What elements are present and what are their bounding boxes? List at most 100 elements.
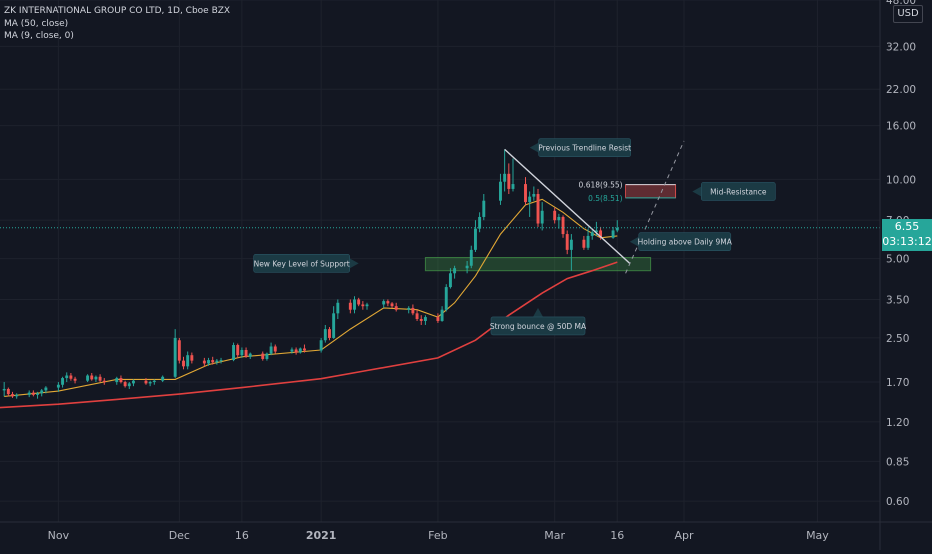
candle: [236, 343, 240, 358]
candle-body: [499, 181, 502, 201]
candle: [611, 226, 615, 239]
y-tick-label: 1.70: [886, 377, 909, 389]
candle: [161, 375, 165, 383]
ma50-legend[interactable]: MA (50, close): [4, 19, 69, 29]
candle: [73, 376, 77, 384]
candle-body: [161, 376, 165, 381]
candle-body: [244, 349, 248, 357]
candle-body: [594, 230, 598, 233]
candle: [6, 387, 10, 397]
candle: [132, 379, 135, 387]
candle-body: [298, 348, 302, 353]
candle-body: [215, 360, 219, 363]
trendline: [504, 148, 631, 264]
candle: [127, 382, 131, 389]
x-tick-label: 2021: [306, 529, 337, 542]
candle-body: [73, 378, 77, 381]
candle-body: [182, 360, 185, 367]
candle: [177, 337, 181, 364]
candle: [473, 220, 477, 253]
candle: [365, 302, 369, 310]
candle: [302, 344, 306, 353]
candle-body: [261, 353, 265, 359]
candle: [540, 202, 544, 231]
annotation-holding-9ma: Holding above Daily 9MA: [629, 232, 733, 251]
last-price-tag: 6.55 03:13:12: [882, 219, 932, 251]
candle-body: [423, 317, 427, 321]
candle-body: [177, 340, 181, 361]
candle: [319, 337, 323, 353]
candle: [448, 268, 452, 289]
candle-body: [407, 307, 411, 310]
annotation-pointer: [529, 142, 539, 153]
projection-line: [625, 140, 685, 274]
candle-body: [436, 317, 440, 321]
candle-body: [348, 302, 352, 310]
ma9-legend[interactable]: MA (9, close, 0): [4, 31, 74, 41]
candle: [148, 380, 152, 387]
candle: [11, 391, 14, 398]
candle: [465, 260, 469, 274]
y-tick-label: 32.00: [886, 41, 916, 53]
candle-body: [6, 388, 10, 395]
candle: [557, 213, 561, 229]
candle-body: [69, 375, 73, 379]
y-tick-label: 3.50: [886, 294, 909, 306]
currency-button[interactable]: USD: [893, 5, 923, 23]
x-tick-label: 16: [610, 529, 624, 542]
candle: [444, 284, 448, 312]
candle-body: [86, 375, 90, 381]
candle: [31, 390, 35, 397]
candle-body: [615, 227, 619, 231]
candle-body: [590, 232, 594, 236]
candle: [36, 391, 39, 399]
candle: [102, 378, 106, 385]
candle-body: [478, 216, 482, 229]
candle: [244, 347, 248, 358]
candle-body: [453, 268, 457, 274]
candle-body: [148, 382, 152, 384]
candle-body: [302, 348, 306, 351]
candle-body: [15, 394, 19, 397]
candle: [265, 352, 269, 361]
candle-body: [353, 299, 356, 310]
candle: [40, 388, 44, 397]
candle: [394, 302, 398, 312]
candle-body: [390, 303, 394, 307]
annotation-text: Mid-Resistance: [710, 187, 767, 196]
annotation-box: [701, 182, 776, 201]
candle: [524, 177, 527, 205]
y-tick-label: 5.00: [886, 254, 909, 266]
candle-body: [11, 394, 14, 397]
candle: [528, 191, 532, 217]
candle-body: [56, 384, 60, 388]
candle-body: [31, 392, 35, 395]
annotation-prev-trendline: Previous Trendline Resist: [529, 138, 631, 157]
candle: [86, 374, 90, 383]
annotation-pointer: [629, 236, 639, 247]
candle: [407, 306, 411, 314]
candle-body: [202, 360, 206, 364]
candle: [357, 297, 361, 307]
candle-body: [319, 340, 323, 351]
candle: [15, 393, 19, 399]
candle: [565, 230, 569, 255]
candle: [90, 372, 94, 381]
candle: [207, 357, 210, 366]
candle: [507, 163, 511, 195]
candle-body: [482, 200, 486, 217]
fib-level-label: 0.618(9.55): [579, 181, 623, 190]
candle-body: [540, 210, 544, 224]
candle: [511, 158, 515, 192]
candle: [553, 207, 557, 224]
candle-body: [98, 376, 102, 381]
candle: [202, 357, 206, 367]
candle: [173, 329, 177, 379]
fib-level-label: 0.5(8.51): [588, 194, 623, 203]
candle: [569, 234, 573, 271]
candle: [115, 376, 119, 385]
candle-body: [419, 319, 423, 321]
candle-body: [152, 380, 156, 383]
candle: [419, 315, 423, 325]
